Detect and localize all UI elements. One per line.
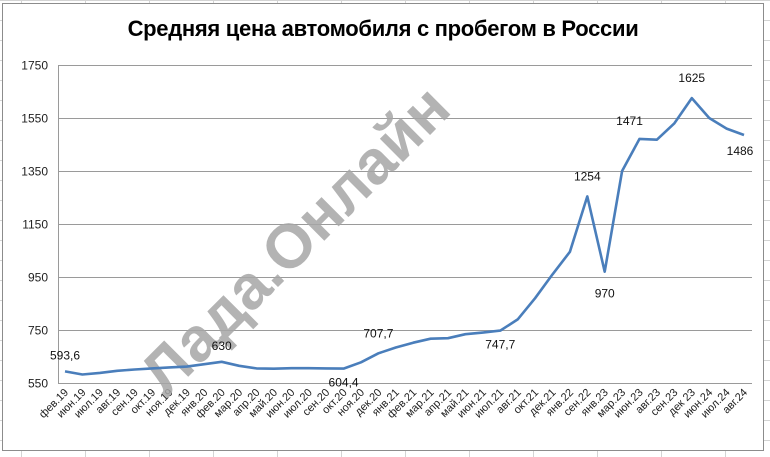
y-tick-label: 750 bbox=[28, 324, 48, 338]
y-tick-label: 1150 bbox=[22, 218, 48, 232]
data-label: 1254 bbox=[574, 169, 601, 183]
y-tick-label: 1550 bbox=[21, 112, 48, 126]
data-labels: 593,6 630 604,4 707,7 747,7 1254 970 1471 1625 14… bbox=[50, 71, 754, 389]
y-tick-label: 950 bbox=[28, 271, 48, 285]
chart-area[interactable]: Средняя цена автомобиля с пробегом в Рос… bbox=[2, 3, 764, 451]
x-axis-ticks: фев.19июн.19июл.19авг.19сен.19окт.19ноя.… bbox=[37, 387, 750, 421]
data-label: 1486 bbox=[727, 144, 754, 158]
y-tick-label: 1750 bbox=[21, 59, 48, 73]
data-label: 630 bbox=[212, 339, 232, 353]
data-label: 593,6 bbox=[50, 348, 80, 362]
data-label: 747,7 bbox=[485, 338, 515, 352]
data-label: 604,4 bbox=[329, 376, 359, 390]
data-label: 707,7 bbox=[363, 326, 393, 340]
data-label: 1471 bbox=[616, 114, 643, 128]
watermark-text: Лада.Онлайн bbox=[128, 73, 464, 409]
gridlines bbox=[58, 65, 752, 384]
y-tick-label: 1350 bbox=[21, 165, 48, 179]
chart-title: Средняя цена автомобиля с пробегом в Рос… bbox=[127, 16, 639, 41]
watermark: Лада.Онлайн bbox=[128, 73, 464, 409]
data-label: 970 bbox=[595, 287, 615, 301]
price-series-line bbox=[64, 96, 745, 376]
y-axis-ticks: 550 750 950 1150 1350 1550 1750 bbox=[21, 59, 48, 391]
data-label: 1625 bbox=[678, 71, 705, 85]
y-tick-label: 550 bbox=[28, 377, 48, 391]
